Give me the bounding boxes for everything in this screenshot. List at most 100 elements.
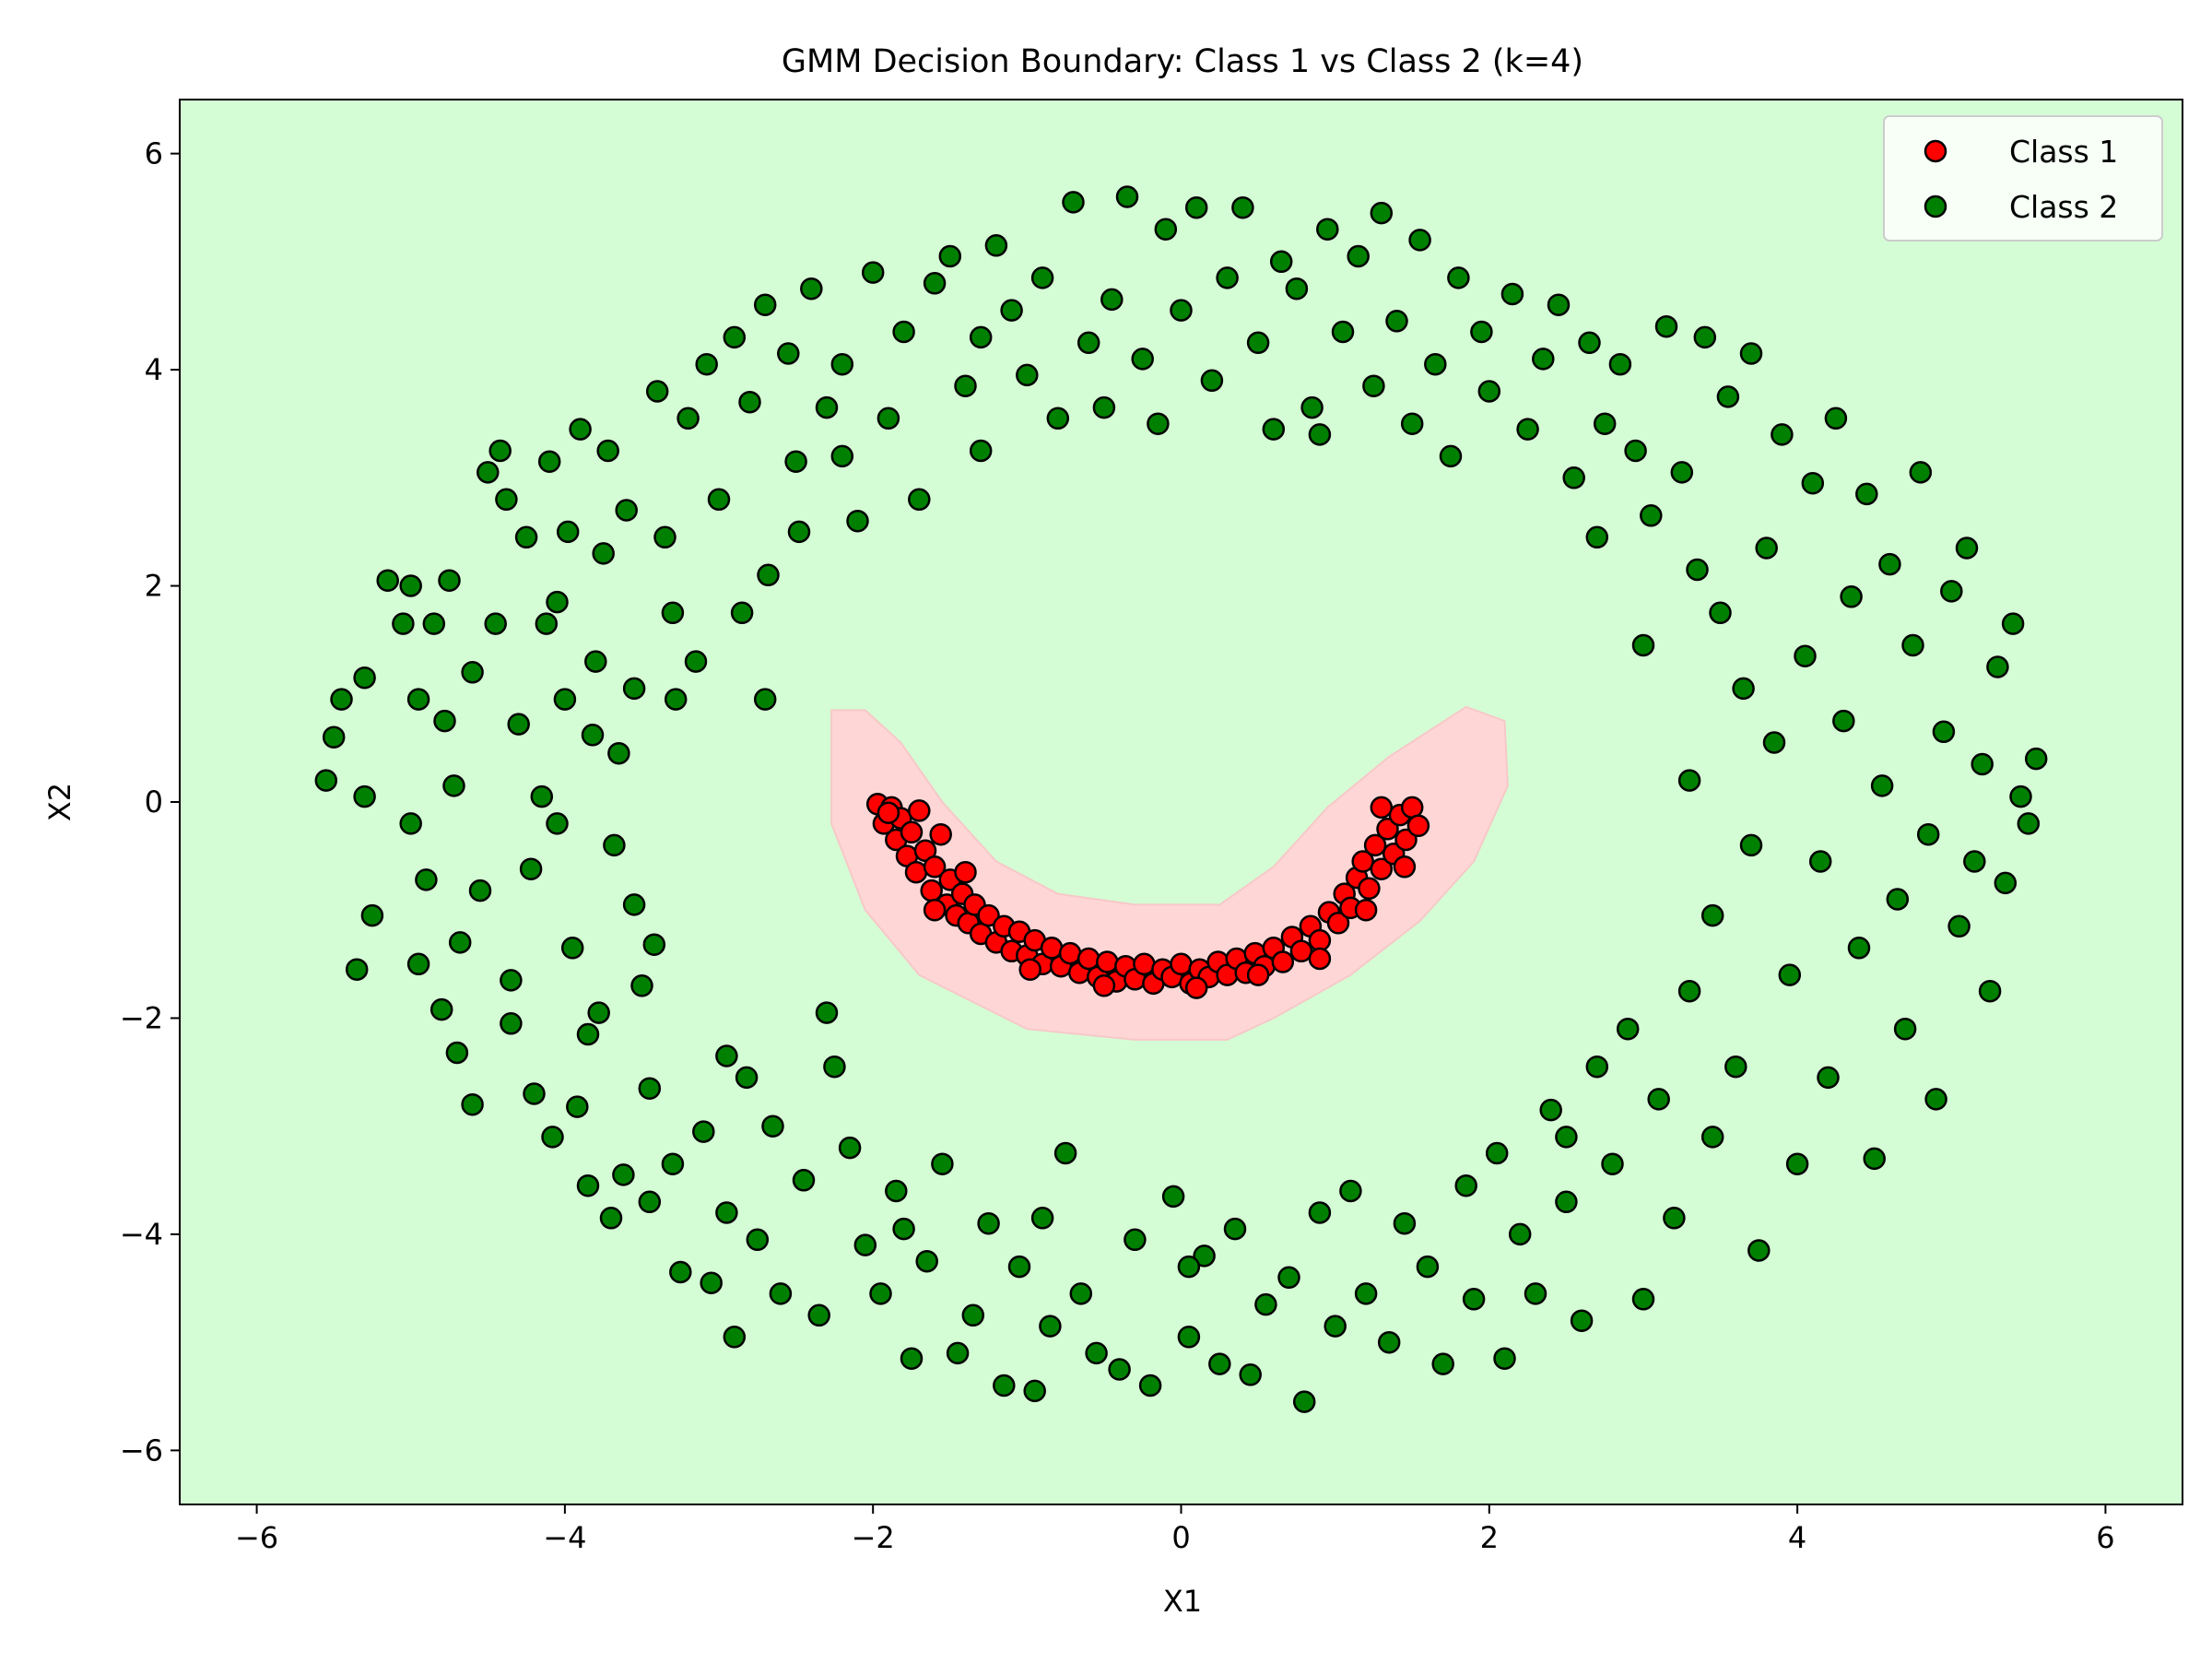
class-2-point xyxy=(399,574,422,597)
class-2-point xyxy=(838,1136,862,1160)
class-2-point xyxy=(638,1190,662,1214)
class-1-point xyxy=(908,799,931,822)
class-2-point xyxy=(1608,352,1632,376)
class-2-point xyxy=(322,725,346,749)
class-1-point xyxy=(1018,958,1041,981)
class-2-point xyxy=(1439,444,1463,468)
class-2-point xyxy=(514,525,538,549)
class-2-point xyxy=(1647,1088,1670,1111)
class-2-point xyxy=(1308,423,1332,446)
class-2-point xyxy=(1170,299,1193,322)
class-2-point xyxy=(1670,461,1694,484)
class-2-point xyxy=(1616,1017,1640,1041)
class-2-point xyxy=(1686,558,1709,582)
x-tick-label: −6 xyxy=(235,1520,278,1555)
class-2-point xyxy=(1324,1315,1347,1338)
class-2-point xyxy=(885,1179,908,1203)
class-1-point xyxy=(1040,937,1064,960)
class-1-point xyxy=(1289,939,1313,963)
class-1-point xyxy=(877,801,900,824)
class-2-point xyxy=(735,1066,759,1090)
class-1-region xyxy=(830,705,1509,1041)
class-2-point xyxy=(1808,850,1832,873)
class-2-point xyxy=(877,407,900,430)
class-2-point xyxy=(599,1207,623,1230)
class-2-point xyxy=(1485,1141,1509,1165)
class-1-point xyxy=(1363,833,1387,857)
class-2-point xyxy=(642,933,666,956)
class-2-point xyxy=(1840,585,1863,608)
class-2-point xyxy=(1300,395,1324,419)
class-2-point xyxy=(757,563,780,587)
class-2-point xyxy=(560,937,584,960)
class-2-point xyxy=(1016,363,1039,387)
class-1-point xyxy=(1058,941,1082,965)
class-2-point xyxy=(607,741,630,765)
x-tick-label: 2 xyxy=(1480,1520,1499,1555)
class-2-point xyxy=(1115,185,1139,208)
class-2-point xyxy=(1724,1055,1747,1079)
class-2-point xyxy=(807,1303,830,1327)
class-2-point xyxy=(1069,1282,1093,1305)
class-2-point xyxy=(1555,1190,1578,1214)
class-2-point xyxy=(1585,1055,1609,1079)
class-2-point xyxy=(1570,1309,1594,1332)
class-1-point xyxy=(929,822,952,846)
class-2-point xyxy=(442,774,465,797)
class-2-point xyxy=(684,650,708,673)
class-2-point xyxy=(984,234,1008,257)
class-2-point xyxy=(1354,1282,1378,1305)
class-2-point xyxy=(823,1055,846,1079)
class-2-point xyxy=(429,997,453,1021)
class-2-point xyxy=(2009,784,2032,808)
class-2-point xyxy=(1832,709,1855,733)
class-2-point xyxy=(630,974,653,997)
x-tick-label: −4 xyxy=(543,1520,586,1555)
class-2-point xyxy=(645,380,669,403)
class-2-point xyxy=(603,833,626,857)
class-2-point xyxy=(1077,331,1100,355)
class-2-point xyxy=(746,1228,770,1252)
class-2-point xyxy=(1347,244,1370,268)
class-2-point xyxy=(1524,1282,1547,1305)
class-2-point xyxy=(1562,466,1585,489)
class-2-point xyxy=(707,488,731,512)
class-2-point xyxy=(1986,655,2009,678)
class-2-point xyxy=(376,569,399,592)
class-2-point xyxy=(1200,369,1224,393)
class-2-point xyxy=(314,769,338,792)
class-2-point xyxy=(1424,352,1447,376)
class-1-point xyxy=(1393,855,1417,879)
class-2-point xyxy=(815,395,839,419)
class-2-point xyxy=(1878,552,1901,576)
class-1-point xyxy=(923,898,947,922)
class-2-point xyxy=(769,1282,793,1305)
class-2-point xyxy=(1262,418,1286,441)
class-2-point xyxy=(900,1347,924,1370)
class-2-point xyxy=(1909,461,1933,484)
class-1-point xyxy=(1096,950,1119,973)
class-2-point xyxy=(345,958,369,981)
class-2-point xyxy=(853,1233,877,1256)
class-2-point xyxy=(1963,850,1986,873)
class-2-point xyxy=(1901,633,1924,657)
class-2-point xyxy=(1778,963,1802,986)
class-2-point xyxy=(445,1041,469,1065)
class-2-point xyxy=(969,439,993,463)
class-2-point xyxy=(399,812,422,835)
y-tick-label: −2 xyxy=(120,1000,163,1035)
class-2-point xyxy=(1640,504,1663,527)
class-2-point xyxy=(977,1211,1000,1235)
class-2-point xyxy=(519,857,543,880)
class-2-point xyxy=(1254,1292,1277,1316)
class-2-point xyxy=(1000,299,1023,322)
class-2-point xyxy=(830,444,854,468)
class-1-point xyxy=(1246,963,1270,986)
class-2-point xyxy=(1693,325,1717,349)
class-1-point xyxy=(1376,818,1399,841)
class-2-point xyxy=(1739,342,1763,365)
class-2-point xyxy=(1631,1288,1655,1311)
class-2-point xyxy=(523,1082,546,1105)
